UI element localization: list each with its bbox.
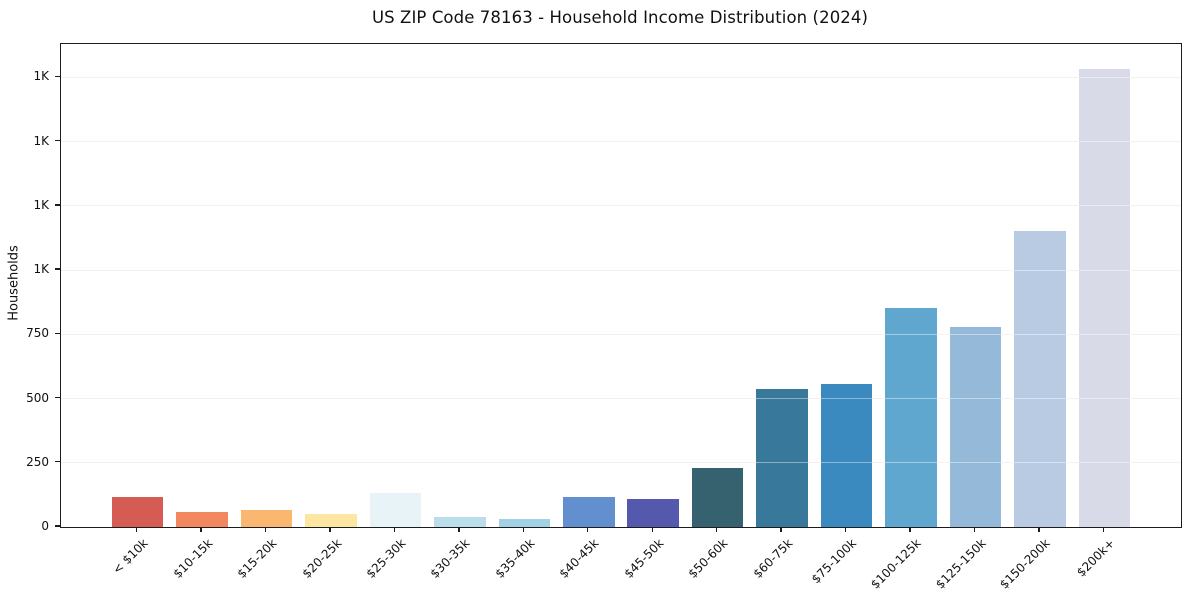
y-axis-label: Households [6, 245, 22, 321]
y-tick-label: 250 [26, 454, 49, 469]
x-tick-mark [264, 527, 267, 533]
x-tick-label: < $10k [109, 536, 151, 577]
x-tick-mark [973, 527, 976, 533]
chart-title: US ZIP Code 78163 - Household Income Dis… [371, 8, 869, 27]
bar-$30-35k [434, 516, 486, 527]
x-tick-label: $35-40k [492, 536, 538, 581]
y-gridline [61, 462, 1181, 464]
bar-$15-20k [240, 510, 293, 527]
y-tick-mark [55, 461, 60, 463]
bar-$75-100k [820, 383, 873, 527]
y-gridline-overlay [61, 398, 1181, 400]
bar-$100-125k [885, 307, 937, 527]
x-tick-label: $25-30k [363, 536, 409, 581]
y-tick-label: 750 [26, 326, 49, 341]
bar-$125-150k [949, 326, 1002, 527]
y-tick-mark [55, 139, 60, 142]
y-tick-label: 0 [41, 519, 49, 533]
plot-area [60, 43, 1182, 528]
y-tick-mark [55, 332, 60, 334]
x-tick-mark [780, 527, 782, 533]
y-tick-label: 1K [33, 197, 49, 212]
bar-< $10k [111, 497, 164, 527]
x-tick-mark [522, 527, 525, 533]
x-tick-mark [393, 527, 396, 533]
x-tick-mark [458, 527, 460, 533]
x-tick-mark [1038, 527, 1040, 533]
y-gridline-overlay [61, 269, 1181, 271]
bar-$200k+ [1078, 69, 1131, 527]
x-tick-label: $50-60k [685, 536, 731, 581]
y-gridline [61, 333, 1181, 335]
bar-$60-75k [756, 389, 808, 527]
y-gridline-overlay [61, 76, 1181, 78]
bar-$40-45k [563, 496, 615, 527]
y-gridline-overlay [61, 333, 1181, 335]
y-tick-label: 1K [33, 133, 49, 148]
y-gridline-overlay [61, 205, 1181, 207]
x-tick-mark [651, 527, 653, 533]
x-tick-label: $200k+ [1073, 536, 1118, 580]
y-gridline [61, 205, 1181, 207]
x-tick-mark [587, 527, 589, 533]
y-gridline [61, 76, 1181, 78]
bar-$20-25k [305, 513, 357, 527]
x-tick-label: $150-200k [997, 536, 1053, 590]
y-tick-label: 1K [33, 262, 49, 277]
x-tick-mark [329, 527, 331, 533]
x-tick-label: $60-75k [750, 536, 795, 581]
y-tick-mark [55, 525, 60, 527]
x-tick-label: $75-100k [809, 536, 860, 587]
y-tick-mark [55, 396, 60, 399]
x-tick-label: $125-150k [932, 536, 989, 590]
bar-$25-30k [369, 492, 422, 527]
y-gridline [61, 398, 1181, 400]
x-tick-mark [1102, 527, 1104, 533]
bar-$35-40k [498, 518, 551, 527]
x-tick-mark [844, 527, 847, 533]
y-tick-label: 500 [26, 390, 49, 405]
bar-$45-50k [627, 499, 679, 527]
y-tick-mark [55, 268, 60, 270]
x-tick-label: $40-45k [556, 536, 602, 581]
y-gridline [61, 269, 1181, 271]
y-gridline [61, 141, 1181, 143]
bar-$150-200k [1014, 231, 1066, 527]
y-tick-mark [55, 75, 60, 78]
x-tick-mark [715, 527, 718, 533]
x-tick-label: $100-125k [868, 536, 924, 590]
y-tick-mark [55, 204, 60, 206]
x-tick-label: $45-50k [621, 536, 667, 581]
x-tick-mark [135, 527, 138, 533]
x-tick-label: $15-20k [234, 536, 280, 581]
y-tick-label: 1K [33, 69, 49, 84]
x-tick-label: $20-25k [299, 536, 344, 581]
y-gridline-overlay [61, 462, 1181, 464]
x-tick-mark [200, 527, 202, 533]
bar-$10-15k [176, 511, 228, 527]
x-tick-label: $30-35k [427, 536, 473, 581]
x-tick-label: $10-15k [170, 536, 216, 581]
x-tick-mark [909, 527, 911, 533]
bar-$50-60k [691, 467, 744, 527]
y-gridline-overlay [61, 141, 1181, 143]
